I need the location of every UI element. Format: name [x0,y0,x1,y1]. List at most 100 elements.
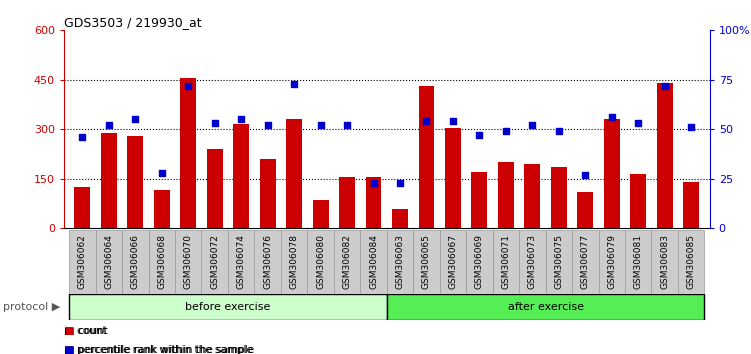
Text: ■ percentile rank within the sample: ■ percentile rank within the sample [64,346,252,354]
Point [209,120,221,126]
Text: GSM306083: GSM306083 [660,234,669,290]
Bar [201,230,228,294]
Point [155,170,167,176]
Bar [149,230,175,294]
Bar [445,127,461,228]
Text: GSM306085: GSM306085 [686,234,695,290]
Text: GSM306073: GSM306073 [528,234,537,290]
Point [235,116,247,122]
Point [315,122,327,128]
Bar [657,83,673,228]
Bar [207,149,222,228]
Text: ■: ■ [64,326,74,336]
Text: GSM306064: GSM306064 [104,234,113,290]
Text: GSM306063: GSM306063 [396,234,405,290]
Text: GSM306076: GSM306076 [263,234,272,290]
Bar [334,230,360,294]
Bar [339,177,355,228]
Bar [122,230,149,294]
Bar [387,294,704,320]
Text: protocol ▶: protocol ▶ [3,302,60,312]
Bar [625,230,651,294]
Point [606,114,618,120]
Text: GSM306068: GSM306068 [157,234,166,290]
Bar [74,187,90,228]
Point [632,120,644,126]
Point [77,134,89,140]
Bar [286,119,302,228]
Point [526,122,538,128]
Bar [678,230,704,294]
Point [553,129,565,134]
Bar [439,230,466,294]
Bar [519,230,545,294]
Bar [578,192,593,228]
Text: before exercise: before exercise [185,302,270,312]
Bar [312,200,328,228]
Bar [599,230,625,294]
Bar [260,159,276,228]
Point [579,172,591,178]
Point [500,129,512,134]
Bar [545,230,572,294]
Bar [281,230,307,294]
Text: percentile rank within the sample: percentile rank within the sample [75,346,255,354]
Bar [524,164,540,228]
Bar [95,230,122,294]
Text: GSM306067: GSM306067 [448,234,457,290]
Text: after exercise: after exercise [508,302,584,312]
Text: count: count [75,326,108,336]
Bar [69,230,95,294]
Point [103,122,115,128]
Bar [683,182,699,228]
Text: GSM306079: GSM306079 [608,234,617,290]
Text: GSM306080: GSM306080 [316,234,325,290]
Bar [413,230,439,294]
Bar [175,230,201,294]
Bar [572,230,599,294]
Text: GSM306084: GSM306084 [369,234,378,290]
Text: GSM306070: GSM306070 [184,234,193,290]
Point [367,180,379,185]
Point [473,132,485,138]
Bar [418,86,434,228]
Bar [630,174,646,228]
Bar [154,190,170,228]
Bar [255,230,281,294]
Bar [651,230,678,294]
Text: GSM306077: GSM306077 [581,234,590,290]
Bar [387,230,413,294]
Text: GSM306081: GSM306081 [634,234,643,290]
Point [685,124,697,130]
Point [261,122,273,128]
Bar [234,124,249,228]
Point [288,81,300,86]
Bar [493,230,519,294]
Bar [366,177,382,228]
Bar [498,162,514,228]
Bar [307,230,334,294]
Text: ■ count: ■ count [64,326,107,336]
Bar [392,209,408,228]
Bar [472,172,487,228]
Point [447,119,459,124]
Text: GSM306071: GSM306071 [502,234,511,290]
Text: ■: ■ [64,346,74,354]
Point [421,119,433,124]
Text: GSM306065: GSM306065 [422,234,431,290]
Bar [180,78,196,228]
Bar [69,294,387,320]
Text: GSM306082: GSM306082 [342,234,351,290]
Text: GSM306066: GSM306066 [131,234,140,290]
Bar [128,136,143,228]
Text: GSM306074: GSM306074 [237,234,246,290]
Bar [228,230,255,294]
Text: GSM306072: GSM306072 [210,234,219,290]
Bar [551,167,567,228]
Bar [101,132,116,228]
Point [341,122,353,128]
Text: GSM306062: GSM306062 [78,234,87,290]
Text: GSM306075: GSM306075 [554,234,563,290]
Text: GSM306069: GSM306069 [475,234,484,290]
Point [182,83,195,88]
